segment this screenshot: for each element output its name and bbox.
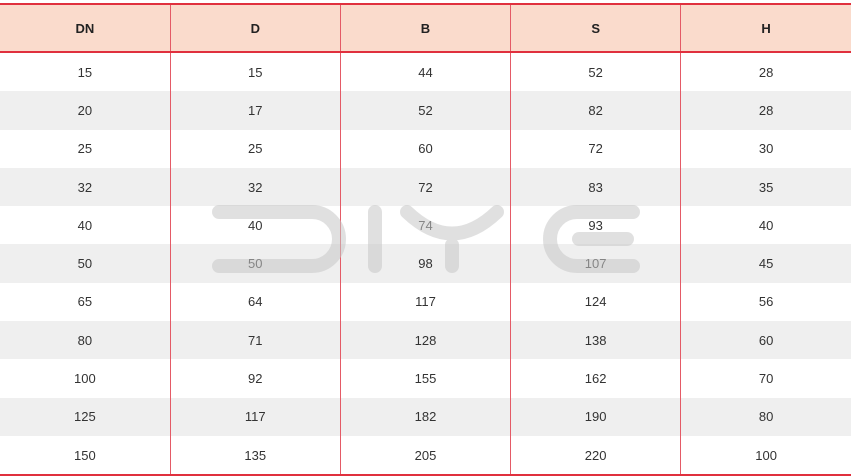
- cell-s: 52: [510, 52, 681, 92]
- cell-dn: 150: [0, 435, 171, 476]
- cell-h: 100: [680, 435, 851, 476]
- cell-b: 72: [339, 167, 511, 207]
- table-row: 100 92 155 162 70: [0, 359, 851, 398]
- table-row: 15 15 44 52 28: [0, 52, 851, 92]
- cell-s: 72: [510, 129, 681, 168]
- cell-d: 92: [169, 359, 341, 398]
- cell-s: 82: [510, 91, 681, 130]
- table-row: 65 64 117 124 56: [0, 282, 851, 322]
- cell-d: 40: [169, 206, 341, 245]
- table-row: 32 32 72 83 35: [0, 167, 851, 207]
- cell-h: 28: [680, 52, 851, 92]
- cell-s: 124: [510, 282, 681, 322]
- cell-b: 52: [339, 91, 511, 130]
- cell-h: 70: [680, 359, 851, 398]
- cell-b: 44: [339, 52, 511, 92]
- cell-b: 117: [339, 282, 511, 322]
- cell-b: 74: [339, 206, 511, 245]
- cell-s: 190: [510, 397, 681, 436]
- cell-h: 60: [680, 321, 851, 360]
- cell-s: 138: [510, 321, 681, 360]
- table-row: 40 40 74 93 40: [0, 206, 851, 245]
- header-row: DN D B S H: [0, 3, 851, 53]
- cell-b: 128: [339, 321, 511, 360]
- cell-d: 50: [169, 244, 341, 283]
- cell-dn: 100: [73, 371, 96, 387]
- column-header-d: D: [169, 3, 341, 53]
- cell-dn: 80: [0, 321, 171, 360]
- cell-b: 182: [339, 397, 511, 436]
- cell-s: 83: [510, 167, 681, 207]
- cell-h: 40: [680, 206, 851, 245]
- column-header-b: B: [339, 3, 511, 53]
- cell-h: 28: [680, 91, 851, 130]
- cell-s: 220: [510, 435, 681, 476]
- cell-b: 205: [339, 435, 511, 476]
- column-header-s: S: [510, 3, 681, 53]
- column-header-h: H: [680, 3, 851, 53]
- table-row: 50 50 98 107 45: [0, 244, 851, 283]
- cell-d: 15: [169, 52, 341, 92]
- cell-d: 135: [169, 435, 341, 476]
- cell-d: 32: [169, 167, 341, 207]
- cell-h: 56: [680, 282, 851, 322]
- cell-h: 45: [680, 244, 851, 283]
- cell-h: 35: [680, 167, 851, 207]
- cell-b: 60: [339, 129, 511, 168]
- cell-dn: 50: [0, 244, 171, 283]
- column-header-dn: DN: [0, 3, 171, 53]
- dimension-table: DN D B S H 15 15 44 52 28 20 17 52 82 28 25 25 60 72 30 32 3…: [0, 3, 851, 476]
- cell-d: 64: [169, 282, 341, 322]
- cell-d: 25: [169, 129, 341, 168]
- cell-b: 98: [339, 244, 511, 283]
- cell-h: 30: [680, 129, 851, 168]
- table-row: 20 17 52 82 28: [0, 91, 851, 130]
- cell-h: 80: [680, 397, 851, 436]
- table-row: 150 135 205 220 100: [0, 435, 851, 476]
- cell-dn: 20: [0, 91, 171, 130]
- cell-s: 93: [510, 206, 681, 245]
- cell-b: 155: [339, 359, 511, 398]
- table-row: 25 25 60 72 30: [0, 129, 851, 168]
- cell-d: 71: [169, 321, 341, 360]
- table-row: 80 71 128 138 60: [0, 321, 851, 360]
- cell-dn: 125: [0, 397, 171, 436]
- cell-dn: 40: [77, 217, 93, 233]
- cell-dn: 25: [77, 141, 93, 157]
- cell-dn: 65: [77, 294, 93, 310]
- cell-dn: 32: [0, 167, 171, 207]
- table-row: 125 117 182 190 80: [0, 397, 851, 436]
- cell-d: 17: [169, 91, 341, 130]
- cell-dn: 15: [77, 64, 93, 80]
- cell-s: 107: [510, 244, 681, 283]
- cell-s: 162: [510, 359, 681, 398]
- cell-d: 117: [169, 397, 341, 436]
